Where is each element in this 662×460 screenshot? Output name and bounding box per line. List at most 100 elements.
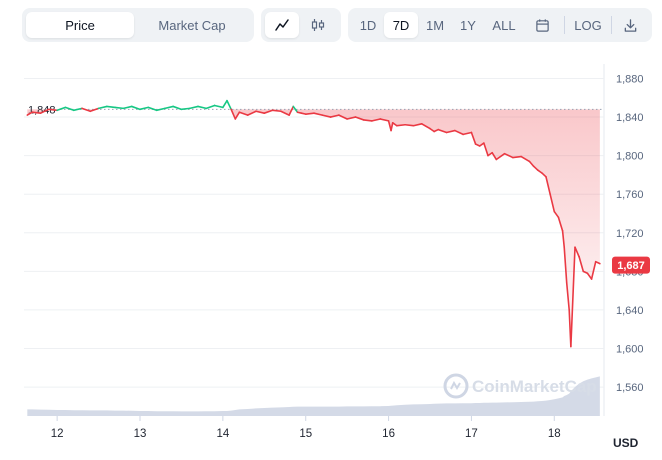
- price-segment: [478, 142, 485, 147]
- price-segment: [139, 106, 150, 111]
- price-segment: [39, 108, 50, 114]
- calendar-button[interactable]: [524, 12, 560, 38]
- price-segment: [553, 210, 560, 219]
- y-tick-label: 1,720: [616, 228, 644, 240]
- price-segment: [412, 122, 423, 127]
- watermark-text: CoinMarketCap: [472, 377, 597, 396]
- tab-market-cap[interactable]: Market Cap: [158, 17, 226, 33]
- price-segment: [130, 105, 141, 111]
- price-segment: [188, 105, 199, 110]
- price-segment: [226, 99, 232, 111]
- price-segment: [164, 105, 174, 110]
- watermark: CoinMarketCap: [443, 373, 597, 399]
- price-segment: [321, 114, 332, 118]
- candlestick-button[interactable]: [299, 12, 337, 38]
- y-axis-unit-label: USD: [613, 436, 639, 450]
- price-segment: [420, 122, 431, 130]
- price-segment: [106, 105, 116, 109]
- price-chart-svg: CoinMarketCap 1,848 1,5601,6001,6401,680…: [24, 64, 650, 450]
- y-tick-label: 1,640: [616, 305, 644, 317]
- price-chart[interactable]: CoinMarketCap 1,848 1,5601,6001,6401,680…: [0, 50, 662, 460]
- price-segment: [213, 104, 224, 109]
- price-segment: [255, 110, 266, 114]
- x-tick-label: 16: [382, 428, 395, 440]
- price-segment: [396, 123, 406, 127]
- range-1m-button[interactable]: 1M: [425, 17, 445, 33]
- range-all-button[interactable]: ALL: [492, 17, 516, 33]
- price-segment: [549, 193, 556, 213]
- price-segment: [536, 169, 543, 174]
- price-segment: [578, 256, 585, 273]
- range-1d-button[interactable]: 1D: [359, 17, 377, 33]
- download-button[interactable]: [616, 12, 644, 38]
- range-1y-button[interactable]: 1Y: [460, 17, 476, 33]
- price-segment: [338, 114, 348, 120]
- metric-tab-group: Price Market Cap: [22, 8, 254, 42]
- price-segment: [329, 114, 340, 118]
- price-segment: [495, 152, 506, 161]
- range-7d-button[interactable]: 7D: [384, 12, 418, 38]
- price-segment: [172, 105, 183, 111]
- x-tick-label: 15: [299, 428, 312, 440]
- price-segment: [483, 142, 489, 157]
- price-segment: [391, 122, 398, 127]
- price-segment: [205, 104, 216, 110]
- y-tick-label: 1,560: [616, 382, 644, 394]
- price-segment: [230, 108, 237, 120]
- price-segment: [470, 131, 477, 145]
- price-segment: [590, 260, 597, 280]
- x-axis: 12 13 14 15 16 17 18: [51, 416, 561, 440]
- chart-type-group: [261, 8, 341, 42]
- price-segment: [379, 118, 390, 122]
- price-segment: [362, 119, 373, 122]
- range-group: 1D 7D 1M 1Y ALL LOG: [348, 8, 652, 42]
- x-tick-label: 18: [548, 428, 561, 440]
- line-chart-button[interactable]: [265, 12, 299, 38]
- price-segment: [437, 128, 448, 134]
- price-segment: [561, 230, 566, 249]
- price-segment: [503, 152, 514, 159]
- volume-band: [27, 376, 600, 416]
- price-segment: [48, 108, 58, 112]
- line-chart-icon: [275, 19, 289, 31]
- download-icon: [624, 18, 636, 32]
- price-segment: [155, 107, 166, 112]
- toolbar-divider: [564, 16, 565, 34]
- price-segment: [371, 118, 382, 122]
- price-segment: [520, 155, 531, 163]
- price-segment: [487, 151, 493, 157]
- log-scale-button[interactable]: LOG: [574, 17, 602, 33]
- y-tick-label: 1,840: [616, 112, 644, 124]
- price-segment: [263, 109, 274, 114]
- price-segment: [288, 105, 295, 116]
- current-price-badge: [612, 256, 650, 274]
- price-segment: [586, 272, 593, 280]
- below-reference-fill: [27, 109, 600, 347]
- price-segment: [122, 105, 133, 110]
- price-segment: [594, 260, 601, 265]
- price-segment: [570, 246, 576, 348]
- price-segment: [390, 122, 394, 132]
- chart-toolbar: Price Market Cap 1D 7D 1M 1Y ALL: [0, 8, 662, 42]
- price-segment: [557, 216, 564, 232]
- y-tick-label: 1,760: [616, 189, 644, 201]
- tab-price[interactable]: Price: [26, 12, 134, 38]
- price-segment: [246, 110, 257, 116]
- price-segment: [238, 111, 249, 116]
- y-axis: 1,5601,6001,6401,6801,7201,7601,8001,840…: [612, 73, 650, 394]
- price-segment: [197, 105, 208, 110]
- x-tick-label: 17: [465, 428, 478, 440]
- price-segment: [81, 107, 92, 113]
- price-segment: [234, 111, 241, 120]
- price-segment: [574, 246, 580, 258]
- candlestick-icon: [311, 19, 325, 31]
- price-segment: [512, 155, 522, 159]
- price-segment: [491, 151, 498, 161]
- price-segment: [404, 123, 415, 127]
- y-tick-label: 1,800: [616, 151, 644, 163]
- price-line: [26, 99, 601, 348]
- price-segment: [114, 106, 125, 110]
- price-segment: [26, 111, 34, 116]
- price-segment: [346, 116, 357, 120]
- x-tick-label: 13: [134, 428, 147, 440]
